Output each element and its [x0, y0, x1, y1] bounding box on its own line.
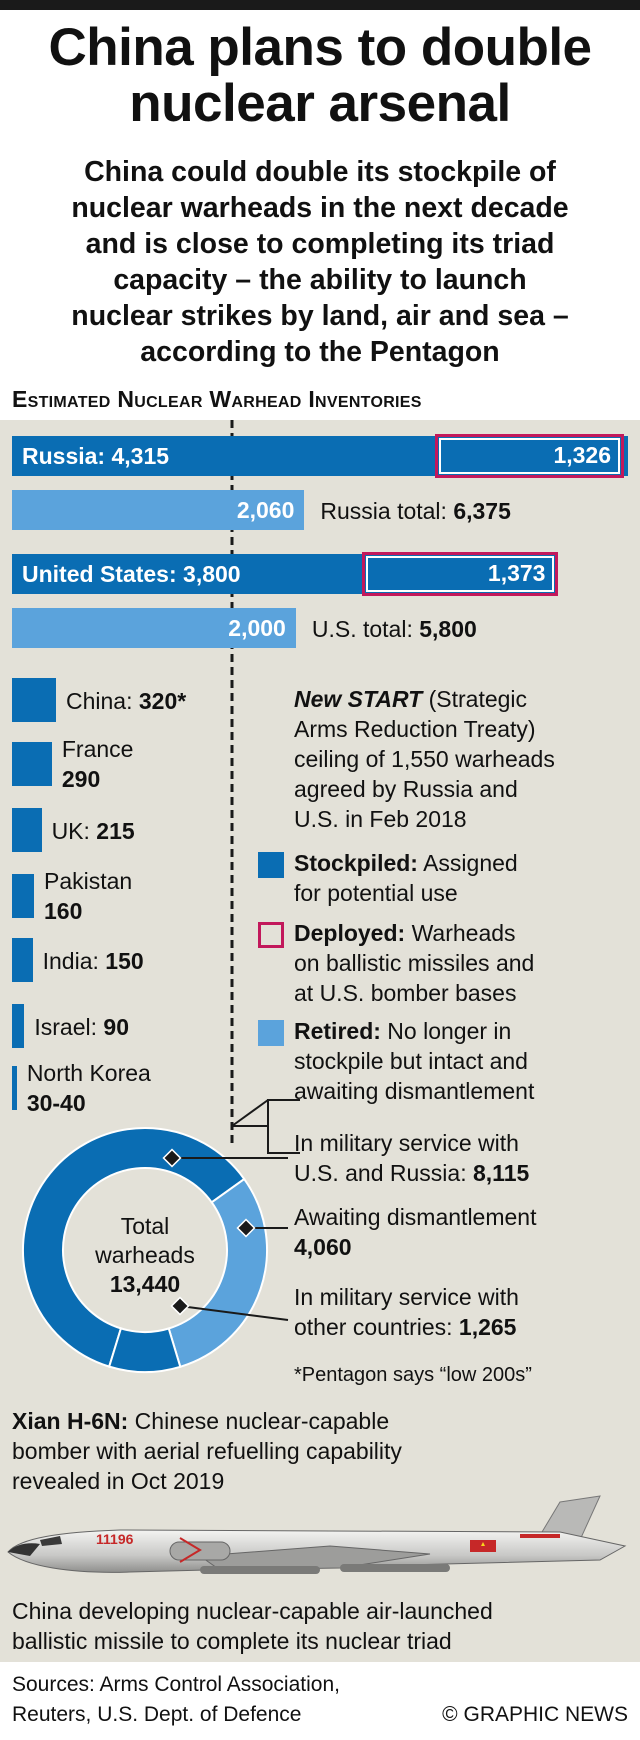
donut-segment [22, 1127, 246, 1368]
small-country-bar [12, 808, 42, 852]
russia-retired-bar: 2,060 [12, 490, 305, 530]
us-total: U.S. total: 5,800 [311, 616, 477, 642]
donut-center-label: Total warheads 13,440 [95, 1213, 195, 1297]
small-country-label: Pakistan 160 [44, 868, 133, 924]
new-start-note: New START (Strategic Arms Reduction Trea… [294, 686, 555, 832]
russia-retired-label: 2,060 [236, 497, 295, 523]
footer: Sources: Arms Control Association, Reute… [0, 1662, 640, 1740]
small-country-label: Israel: 90 [34, 1014, 129, 1040]
us-retired-label: 2,000 [228, 615, 286, 641]
russia-stockpiled-label: Russia: 4,315 [22, 443, 170, 469]
small-country-label: North Korea 30-40 [26, 1060, 151, 1116]
russia-total: Russia total: 6,375 [320, 498, 511, 524]
small-country-bar [12, 1066, 17, 1110]
donut-leader-dot [236, 1218, 256, 1238]
subtitle-line: according to the Pentagon [140, 336, 500, 368]
small-country-bar [12, 742, 52, 786]
legend-retired-swatch [258, 1020, 284, 1046]
donut-label-us-russia: In military service with U.S. and Russia… [294, 1130, 530, 1186]
subtitle-line: nuclear warheads in the next decade [71, 192, 569, 224]
legend-deployed: Deployed: Warheads on ballistic missiles… [294, 920, 535, 1006]
new-start-ceiling-line [230, 420, 300, 1154]
us-deployed-label: 1,373 [487, 560, 546, 586]
chart-panel: Russia: 4,315 1,326 2,060 Russia total: … [0, 420, 640, 1662]
us-deployed-bar: 1,373 [362, 552, 559, 596]
donut-leader-line [179, 1305, 289, 1321]
donut-label-dismantlement: Awaiting dismantlement 4,060 [294, 1204, 537, 1260]
donut-chart [22, 1127, 289, 1373]
title-line-1: China plans to double [48, 18, 592, 77]
subtitle-line: China could double its stockpile of [84, 156, 556, 188]
small-country-bar [12, 874, 34, 918]
subtitle-line: and is close to completing its triad [85, 228, 555, 260]
subtitle: China could double its stockpile of nucl… [20, 154, 620, 370]
donut-segment [107, 1327, 182, 1373]
title-line-2: nuclear arsenal [129, 74, 511, 133]
small-country-bar [12, 678, 56, 722]
sources: Sources: Arms Control Association, Reute… [12, 1673, 340, 1726]
legend-deployed-swatch [258, 922, 284, 948]
bomber-caption: Xian H-6N: Chinese nuclear-capable bombe… [12, 1408, 402, 1494]
legend-stockpiled: Stockpiled: Assigned for potential use [294, 850, 518, 906]
small-country-label: China: 320* [66, 688, 187, 714]
bomber-tail-number: 11196 [96, 1531, 134, 1547]
small-country-bar [12, 1004, 25, 1048]
legend-retired: Retired: No longer in stockpile but inta… [294, 1018, 535, 1104]
us-retired-bar: 2,000 [12, 608, 296, 648]
small-country-label: India: 150 [42, 948, 144, 974]
small-country-label: UK: 215 [51, 818, 135, 844]
russia-deployed-label: 1,326 [553, 442, 611, 468]
subtitle-line: nuclear strikes by land, air and sea – [71, 300, 569, 332]
russia-deployed-bar: 1,326 [434, 434, 624, 478]
small-country-label: France 290 [61, 736, 134, 792]
footnote: *Pentagon says “low 200s” [294, 1364, 532, 1386]
donut-leader-dot [162, 1148, 182, 1168]
credit: © GRAPHIC NEWS [442, 1703, 628, 1726]
bomber-illustration: 11196 [7, 1495, 627, 1574]
russia-stockpiled-bar: Russia: 4,315 1,326 [12, 434, 628, 478]
section-heading: Estimated Nuclear Warhead Inventories [12, 386, 422, 412]
us-stockpiled-label: United States: 3,800 [22, 561, 241, 587]
donut-label-other: In military service with other countries… [294, 1284, 519, 1340]
small-country-bar [12, 938, 33, 982]
legend-stockpiled-swatch [258, 852, 284, 878]
subtitle-line: capacity – the ability to launch [113, 264, 527, 296]
triad-text: China developing nuclear-capable air-lau… [12, 1598, 493, 1654]
top-rule [0, 0, 640, 10]
donut-leader-dot [170, 1296, 190, 1316]
page-title: China plans to double nuclear arsenal [0, 20, 640, 132]
